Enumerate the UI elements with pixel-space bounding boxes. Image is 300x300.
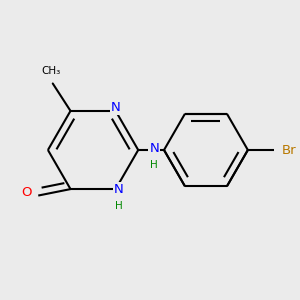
Text: O: O [22, 186, 32, 199]
Text: N: N [111, 101, 121, 114]
Text: Br: Br [282, 143, 296, 157]
Text: H: H [151, 160, 158, 170]
Text: CH₃: CH₃ [41, 66, 61, 76]
Text: H: H [115, 201, 123, 211]
Text: N: N [114, 183, 124, 196]
Text: N: N [149, 142, 159, 155]
